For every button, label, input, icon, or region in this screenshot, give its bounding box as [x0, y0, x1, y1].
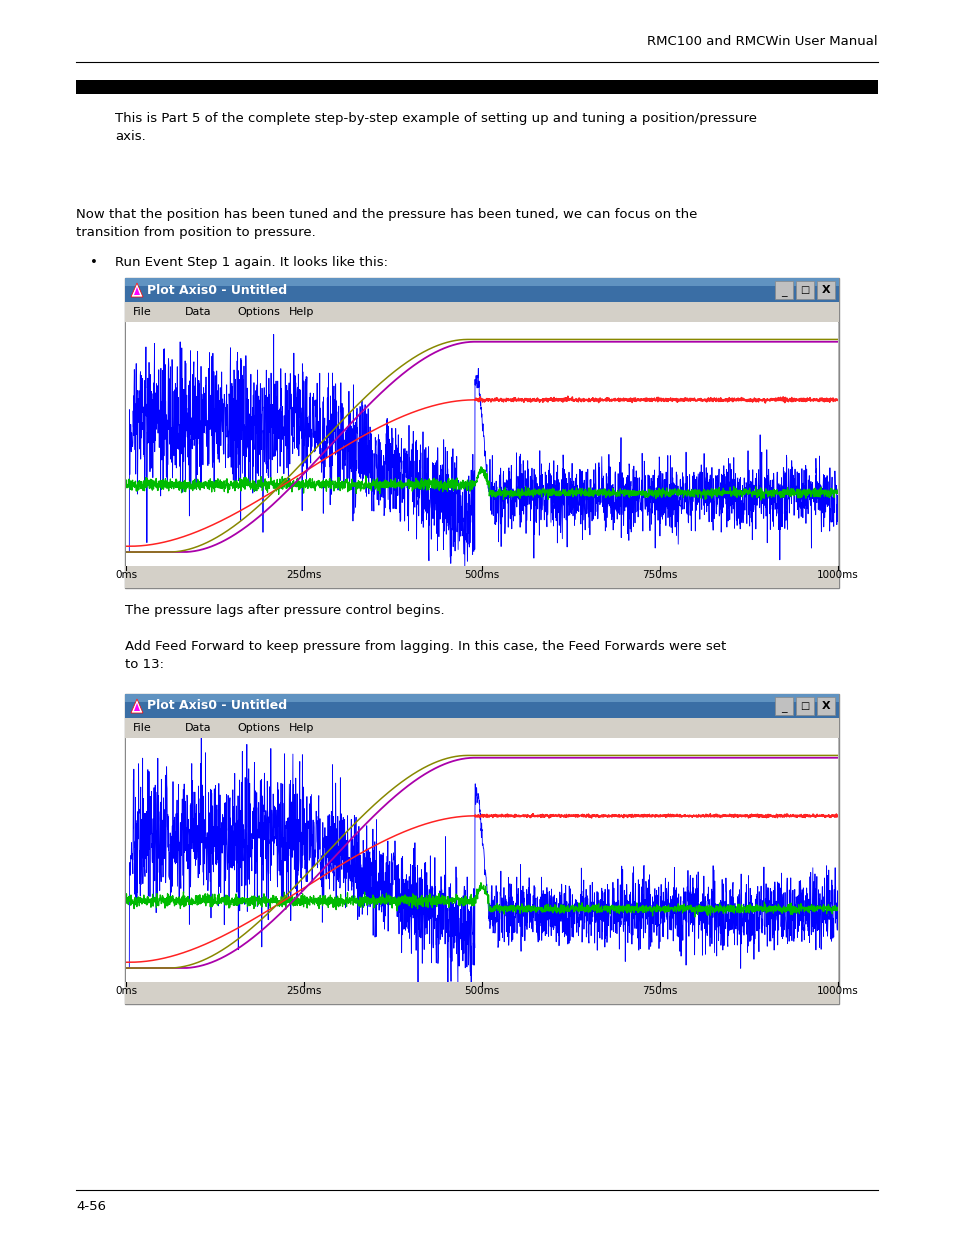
- Text: _: _: [781, 703, 786, 713]
- Text: Help: Help: [289, 722, 314, 734]
- Bar: [126, 739, 837, 982]
- Bar: [774, 697, 792, 715]
- Bar: [76, 80, 877, 94]
- Polygon shape: [133, 287, 140, 295]
- Bar: [125, 566, 838, 588]
- Text: •: •: [90, 256, 98, 269]
- Text: File: File: [132, 722, 152, 734]
- Text: axis.: axis.: [115, 130, 146, 143]
- Bar: [125, 278, 838, 588]
- Text: 250ms: 250ms: [286, 571, 321, 580]
- Text: X: X: [821, 285, 829, 295]
- Bar: [795, 282, 813, 299]
- Text: transition from position to pressure.: transition from position to pressure.: [76, 226, 315, 240]
- Text: _: _: [781, 287, 786, 296]
- Polygon shape: [133, 703, 140, 711]
- Text: Help: Help: [289, 308, 314, 317]
- Bar: [125, 278, 838, 303]
- Bar: [816, 282, 834, 299]
- Bar: [125, 694, 838, 703]
- Text: Add Feed Forward to keep pressure from lagging. In this case, the Feed Forwards : Add Feed Forward to keep pressure from l…: [125, 640, 725, 653]
- Polygon shape: [131, 283, 143, 296]
- Text: Plot Axis0 - Untitled: Plot Axis0 - Untitled: [147, 284, 287, 296]
- Bar: [125, 278, 838, 287]
- Text: □: □: [800, 285, 809, 295]
- Text: □: □: [800, 701, 809, 711]
- Bar: [125, 694, 838, 1004]
- Text: Run Event Step 1 again. It looks like this:: Run Event Step 1 again. It looks like th…: [115, 256, 388, 269]
- Text: Options: Options: [236, 308, 279, 317]
- Text: 750ms: 750ms: [641, 571, 677, 580]
- Bar: [126, 322, 837, 566]
- Text: 0ms: 0ms: [114, 571, 137, 580]
- Text: Plot Axis0 - Untitled: Plot Axis0 - Untitled: [147, 699, 287, 713]
- Text: Now that the position has been tuned and the pressure has been tuned, we can foc: Now that the position has been tuned and…: [76, 207, 697, 221]
- Text: Options: Options: [236, 722, 279, 734]
- Text: 250ms: 250ms: [286, 986, 321, 995]
- Polygon shape: [131, 699, 143, 713]
- Text: File: File: [132, 308, 152, 317]
- Text: 500ms: 500ms: [464, 571, 499, 580]
- Bar: [125, 718, 838, 739]
- Text: 4-56: 4-56: [76, 1200, 106, 1213]
- Bar: [125, 303, 838, 322]
- Text: 1000ms: 1000ms: [817, 986, 858, 995]
- Text: 750ms: 750ms: [641, 986, 677, 995]
- Text: 500ms: 500ms: [464, 986, 499, 995]
- Text: Data: Data: [185, 308, 212, 317]
- Text: The pressure lags after pressure control begins.: The pressure lags after pressure control…: [125, 604, 444, 618]
- Bar: [125, 694, 838, 718]
- Text: Data: Data: [185, 722, 212, 734]
- Text: X: X: [821, 701, 829, 711]
- Text: 0ms: 0ms: [114, 986, 137, 995]
- Bar: [774, 282, 792, 299]
- Text: RMC100 and RMCWin User Manual: RMC100 and RMCWin User Manual: [647, 35, 877, 48]
- Text: This is Part 5 of the complete step-by-step example of setting up and tuning a p: This is Part 5 of the complete step-by-s…: [115, 112, 757, 125]
- Bar: [795, 697, 813, 715]
- Bar: [816, 697, 834, 715]
- Bar: [125, 982, 838, 1004]
- Text: to 13:: to 13:: [125, 658, 164, 671]
- Text: 1000ms: 1000ms: [817, 571, 858, 580]
